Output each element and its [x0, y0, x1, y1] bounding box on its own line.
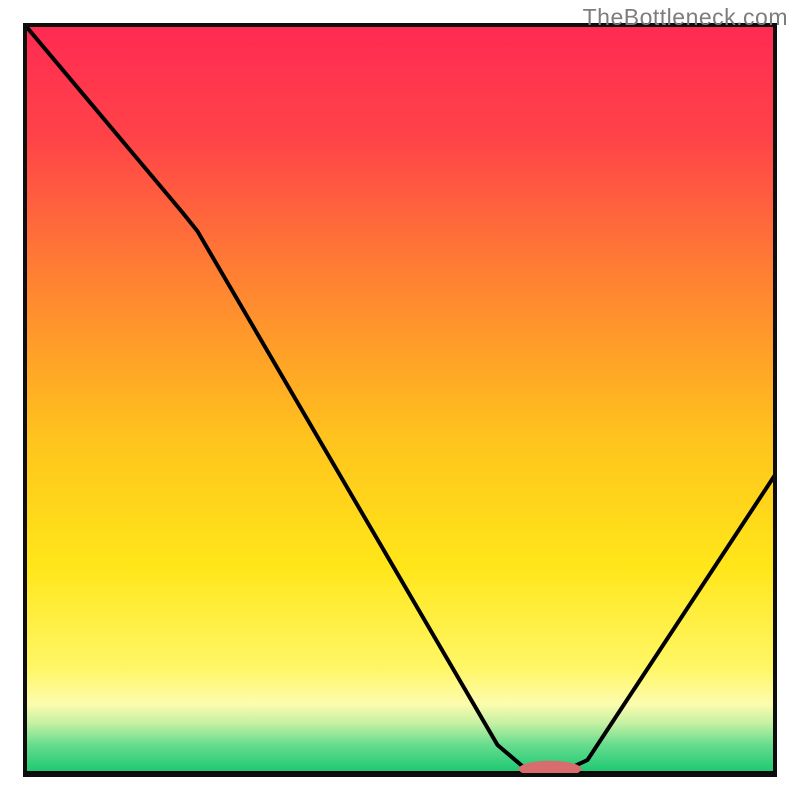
chart-svg — [0, 0, 800, 800]
plot-area — [25, 25, 775, 777]
watermark-text: TheBottleneck.com — [583, 4, 788, 31]
chart-stage: TheBottleneck.com — [0, 0, 800, 800]
gradient-background — [25, 25, 775, 775]
